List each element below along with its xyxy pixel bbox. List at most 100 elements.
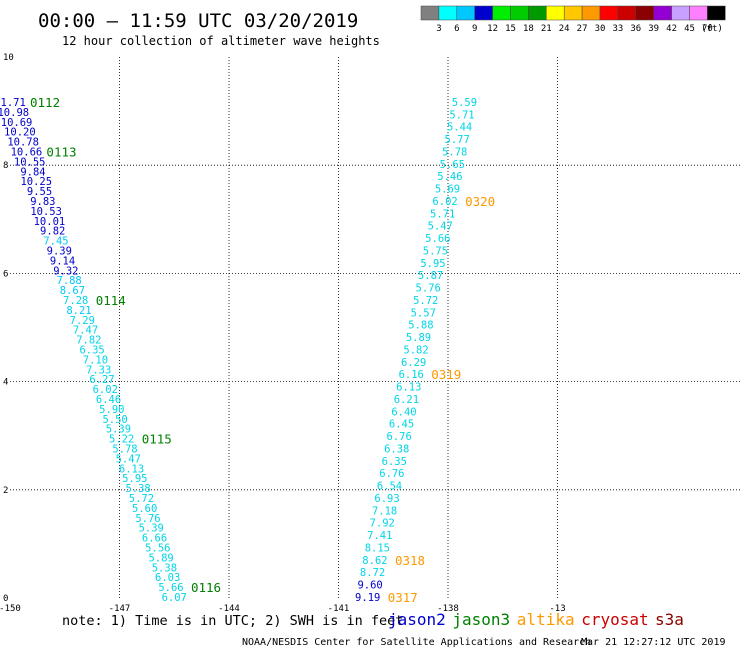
scale-tick-label: 24 xyxy=(559,24,570,34)
swh-value: 5.78 xyxy=(442,146,467,158)
y-tick-label: 8 xyxy=(3,161,8,171)
scale-swatch xyxy=(492,5,511,21)
swh-value: 5.38 xyxy=(125,483,150,495)
swh-value: 5.56 xyxy=(145,542,170,554)
swh-value: 11.71 xyxy=(0,97,26,109)
swh-value: 9.82 xyxy=(40,226,65,238)
swh-value: 10.98 xyxy=(0,107,29,119)
swh-value: 5.90 xyxy=(99,404,124,416)
y-tick-label: 6 xyxy=(3,269,8,279)
time-label: 0114 xyxy=(96,293,126,308)
swh-value: 5.47 xyxy=(428,221,453,233)
legend-s3a: s3a xyxy=(655,610,684,629)
swh-value: 7.82 xyxy=(76,335,101,347)
swh-value: 6.02 xyxy=(432,196,457,208)
swh-value: 6.38 xyxy=(384,443,409,455)
swh-value: 6.54 xyxy=(377,481,402,493)
scale-swatch xyxy=(474,5,493,21)
satellite-legend: jason2 jason3 altika cryosat s3a xyxy=(388,610,684,629)
map-grid xyxy=(10,57,740,598)
swh-value: 9.60 xyxy=(357,580,382,592)
page-title: 00:00 – 11:59 UTC 03/20/2019 xyxy=(38,10,358,32)
scale-tick-label: 33 xyxy=(612,24,623,34)
swh-value: 7.88 xyxy=(56,275,81,287)
scale-tick-label: 18 xyxy=(523,24,534,34)
satellite-tracks: 11.7110.9810.6910.2010.7810.6610.559.841… xyxy=(0,95,495,605)
legend-jason3: jason3 xyxy=(452,610,510,629)
swh-value: 6.66 xyxy=(142,533,167,545)
scale-tick-label: 9 xyxy=(472,24,477,34)
swh-value: 8.15 xyxy=(365,542,390,554)
swh-value: 10.25 xyxy=(20,176,52,188)
swh-value: 7.92 xyxy=(370,518,395,530)
scale-swatch xyxy=(438,5,458,21)
scale-swatch xyxy=(528,5,547,21)
swh-value: 5.66 xyxy=(158,582,183,594)
swh-value: 7.47 xyxy=(73,325,98,337)
y-tick-label: 2 xyxy=(3,486,8,496)
swh-value: 9.83 xyxy=(30,196,55,208)
swh-value: 5.76 xyxy=(135,513,160,525)
x-tick-label: -138 xyxy=(437,604,459,614)
swh-value: 5.71 xyxy=(430,208,455,220)
scale-tick-label: 6 xyxy=(454,24,459,34)
swh-value: 5.95 xyxy=(122,473,147,485)
swh-value: 10.55 xyxy=(14,156,46,168)
swh-value: 5.22 xyxy=(109,434,134,446)
swh-value: 6.46 xyxy=(96,394,121,406)
scale-swatch xyxy=(653,5,672,21)
swh-value: 5.65 xyxy=(440,159,465,171)
swh-value: 9.14 xyxy=(50,255,75,267)
swh-value: 10.53 xyxy=(30,206,62,218)
y-tick-label: 4 xyxy=(3,378,8,388)
left-track: 11.7110.9810.6910.2010.7810.6610.559.841… xyxy=(0,95,221,604)
swh-value: 5.82 xyxy=(403,344,428,356)
swh-value: 7.29 xyxy=(70,315,95,327)
scale-tick-label: 45 xyxy=(684,24,695,34)
footer-credit: NOAA/NESDIS Center for Satellite Applica… xyxy=(242,637,591,648)
time-label: 0317 xyxy=(388,590,418,605)
swh-value: 6.07 xyxy=(162,592,187,604)
swh-value: 6.35 xyxy=(79,344,104,356)
x-tick-label: -150 xyxy=(0,604,21,614)
swh-value: 5.71 xyxy=(449,109,474,121)
scale-swatch xyxy=(581,5,601,21)
x-tick-label: -141 xyxy=(328,604,350,614)
swh-value: 5.88 xyxy=(408,320,433,332)
y-tick-label: 0 xyxy=(3,594,8,604)
swh-value: 5.89 xyxy=(406,332,431,344)
x-tick-label: -13 xyxy=(549,604,565,614)
swh-value: 5.77 xyxy=(445,134,470,146)
swh-value: 8.67 xyxy=(60,285,85,297)
swh-value: 5.72 xyxy=(129,493,154,505)
swh-value: 5.87 xyxy=(418,270,443,282)
swh-value: 6.35 xyxy=(382,456,407,468)
swh-value: 10.66 xyxy=(11,146,43,158)
swh-value: 10.01 xyxy=(34,216,66,228)
time-label: 0116 xyxy=(191,580,221,595)
swh-value: 9.32 xyxy=(53,265,78,277)
scale-tick-label: 15 xyxy=(505,24,516,34)
scale-tick-label: 21 xyxy=(541,24,552,34)
swh-value: 5.69 xyxy=(435,184,460,196)
swh-value: 10.20 xyxy=(4,127,36,139)
x-tick-label: -147 xyxy=(109,604,131,614)
swh-value: 6.03 xyxy=(155,572,180,584)
scale-unit: (ft) xyxy=(701,24,723,34)
scale-swatch xyxy=(689,5,708,21)
swh-value: 9.39 xyxy=(47,245,72,257)
swh-value: 9.55 xyxy=(27,186,52,198)
swh-value: 5.39 xyxy=(106,424,131,436)
swh-value: 8.62 xyxy=(362,555,387,567)
y-tick-label: 10 xyxy=(3,53,14,63)
scale-tick-label: 27 xyxy=(577,24,588,34)
swh-value: 5.95 xyxy=(420,258,445,270)
legend-cryosat: cryosat xyxy=(581,610,648,629)
wave-height-color-scale: 3 6 9 12 15 18 21 24 27 30 33 36 39 42 45 70 xyxy=(420,5,726,34)
swh-value: 5.78 xyxy=(112,443,137,455)
time-label: 0320 xyxy=(465,194,495,209)
scale-swatch xyxy=(671,5,690,21)
swh-value: 6.76 xyxy=(386,431,411,443)
